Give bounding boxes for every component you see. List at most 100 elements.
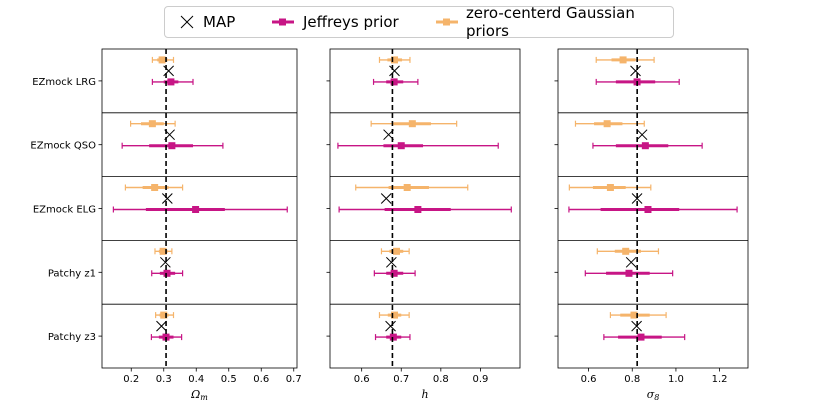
map-x-stroke bbox=[386, 256, 397, 268]
gaussian-errorbar bbox=[154, 247, 173, 255]
x-axis-label: Ωm bbox=[190, 388, 208, 402]
jeffreys-marker bbox=[389, 333, 397, 341]
x-tick-label: 0.6 bbox=[253, 374, 269, 385]
jeffreys-errorbar bbox=[372, 78, 419, 86]
gaussian-marker bbox=[393, 247, 400, 255]
x-tick-label: 0.7 bbox=[393, 374, 409, 385]
map-x-stroke bbox=[385, 320, 396, 332]
row-label: EZmock QSO bbox=[30, 141, 96, 152]
map-marker bbox=[625, 256, 637, 268]
jeffreys-errorbar bbox=[337, 142, 499, 150]
gaussian-marker bbox=[391, 56, 399, 64]
map-x-stroke bbox=[625, 256, 637, 268]
panel-2: 0.6 0.7 0.8 0.9 h bbox=[326, 48, 521, 401]
map-x-marker-icon bbox=[180, 15, 194, 29]
gaussian-marker bbox=[159, 247, 167, 255]
x-tick-label: 0.6 bbox=[581, 374, 597, 385]
gaussian-errorbar bbox=[155, 311, 175, 319]
jeffreys-errorbar-icon bbox=[272, 18, 294, 26]
gaussian-errorbar bbox=[151, 56, 175, 64]
map-marker bbox=[163, 65, 174, 77]
gaussian-errorbar bbox=[378, 311, 410, 319]
map-marker bbox=[389, 65, 400, 77]
x-tick-label: 0.2 bbox=[123, 374, 139, 385]
x-tick-label: 0.5 bbox=[221, 374, 237, 385]
map-x-stroke bbox=[161, 193, 173, 204]
x-tick-label: 0.8 bbox=[433, 374, 449, 385]
gaussian-marker bbox=[148, 120, 156, 128]
gaussian-marker bbox=[391, 311, 399, 319]
gaussian-errorbar bbox=[130, 120, 176, 128]
row-label: EZmock ELG bbox=[33, 205, 96, 216]
x-axis-label: h bbox=[421, 388, 428, 401]
gaussian-errorbar-icon bbox=[436, 18, 458, 26]
gaussian-marker bbox=[408, 120, 416, 128]
gaussian-errorbar bbox=[124, 184, 184, 191]
jeffreys-errorbar bbox=[373, 269, 416, 277]
panel-3: 0.6 0.8 1.0 1.2 σ8 bbox=[554, 48, 749, 402]
gaussian-errorbar bbox=[574, 120, 645, 128]
gaussian-errorbar bbox=[370, 120, 458, 128]
gaussian-errorbar bbox=[609, 311, 667, 319]
map-x-stroke bbox=[636, 129, 648, 141]
panel-1: 0.2 0.3 0.4 0.5 0.6 0.7 Ωm bbox=[98, 48, 302, 402]
map-x-stroke bbox=[630, 65, 641, 77]
x-tick-label: 1.2 bbox=[712, 374, 728, 385]
row-label: EZmock LRG bbox=[32, 77, 96, 88]
jeffreys-errorbar bbox=[568, 206, 738, 213]
map-x-stroke bbox=[631, 193, 643, 204]
map-marker bbox=[630, 65, 641, 77]
gaussian-marker bbox=[151, 184, 159, 191]
jeffreys-marker bbox=[167, 78, 175, 86]
x-tick-label: 0.8 bbox=[624, 374, 640, 385]
panel-frame bbox=[101, 48, 298, 369]
gaussian-marker bbox=[619, 56, 627, 64]
jeffreys-errorbar bbox=[121, 142, 224, 150]
map-x-stroke bbox=[389, 65, 400, 77]
x-axis-label: σ8 bbox=[647, 388, 660, 402]
map-marker bbox=[636, 129, 648, 141]
jeffreys-marker bbox=[625, 269, 633, 277]
gaussian-marker bbox=[630, 311, 638, 319]
gaussian-marker bbox=[160, 311, 168, 319]
x-tick-label: 0.4 bbox=[188, 374, 204, 385]
gaussian-errorbar bbox=[378, 56, 411, 64]
legend-label-jeffreys: Jeffreys prior bbox=[303, 13, 399, 31]
jeffreys-errorbar bbox=[151, 269, 184, 277]
jeffreys-marker bbox=[414, 206, 422, 213]
gaussian-marker bbox=[622, 247, 630, 255]
jeffreys-marker bbox=[163, 269, 171, 277]
x-tick-label: 0.3 bbox=[156, 374, 172, 385]
legend-label-map: MAP bbox=[203, 13, 236, 31]
map-x-stroke bbox=[156, 320, 167, 332]
legend-item-map: MAP bbox=[179, 7, 235, 37]
jeffreys-marker bbox=[637, 333, 645, 341]
row-label: Patchy z3 bbox=[48, 332, 96, 343]
gaussian-marker bbox=[603, 120, 611, 128]
map-marker bbox=[385, 320, 396, 332]
panel-frame bbox=[557, 48, 749, 369]
jeffreys-marker bbox=[641, 142, 649, 150]
jeffreys-marker bbox=[644, 206, 652, 213]
row-label: Patchy z1 bbox=[48, 268, 96, 279]
jeffreys-marker bbox=[397, 142, 405, 150]
gaussian-errorbar bbox=[596, 247, 660, 255]
gaussian-marker bbox=[606, 184, 614, 191]
jeffreys-errorbar bbox=[151, 78, 194, 86]
gaussian-errorbar bbox=[568, 184, 652, 191]
map-marker bbox=[161, 193, 173, 204]
map-marker bbox=[386, 256, 397, 268]
map-marker bbox=[631, 320, 642, 332]
map-marker bbox=[631, 193, 643, 204]
gaussian-errorbar bbox=[595, 56, 655, 64]
legend: MAP Jeffreys prior zero-centerd Gaussian… bbox=[164, 4, 674, 40]
x-axis-label-subscript: m bbox=[200, 393, 208, 402]
gaussian-marker bbox=[403, 184, 411, 191]
map-marker bbox=[160, 256, 171, 268]
jeffreys-marker bbox=[390, 269, 398, 277]
map-x-stroke bbox=[631, 320, 642, 332]
legend-item-jeffreys: Jeffreys prior bbox=[271, 7, 399, 37]
map-x-stroke bbox=[160, 256, 171, 268]
jeffreys-errorbar bbox=[338, 206, 512, 213]
